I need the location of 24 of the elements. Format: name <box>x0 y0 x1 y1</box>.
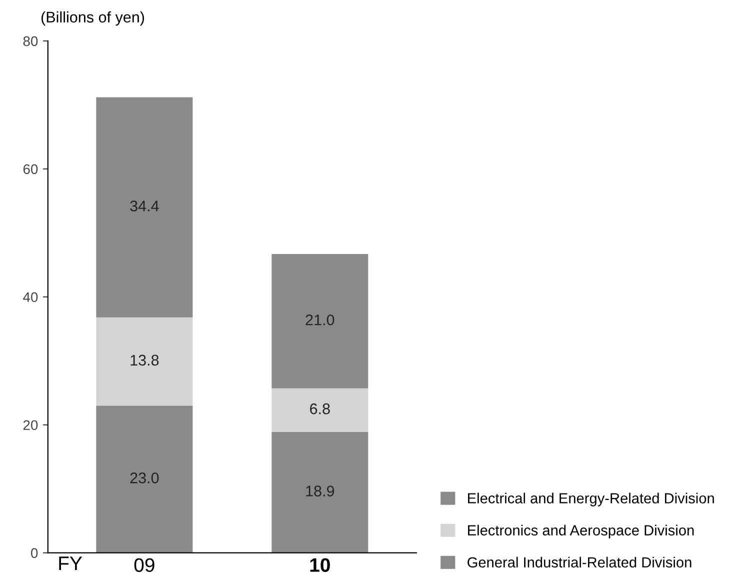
y-tick-label: 0 <box>31 548 38 558</box>
bar <box>96 97 193 318</box>
data-label: 21.0 <box>306 314 334 326</box>
legend-label: Electrical and Energy-Related Division <box>468 492 714 506</box>
data-label: 34.4 <box>130 200 159 212</box>
bar <box>272 388 368 432</box>
bar <box>96 317 193 406</box>
data-label: 18.9 <box>306 486 334 496</box>
y-tick-label: 40 <box>23 292 38 302</box>
bar <box>96 406 193 553</box>
x-tick-label: 10 <box>310 558 330 572</box>
data-label: 6.8 <box>310 403 330 414</box>
y-tick-label: 20 <box>23 420 38 430</box>
x-axis-title: FY <box>59 556 82 570</box>
data-label: 13.8 <box>130 354 159 366</box>
y-tick-label: 60 <box>23 164 38 174</box>
data-label: 23.0 <box>130 472 159 484</box>
legend-label: General Industrial-Related Division <box>468 556 692 568</box>
y-axis-title: (Billions of yen) <box>41 11 144 26</box>
y-tick-label: 80 <box>23 36 38 46</box>
bar <box>272 254 368 388</box>
x-tick-label: 09 <box>134 558 154 572</box>
bar <box>272 432 368 553</box>
legend-label: Electronics and Aerospace Division <box>468 524 694 538</box>
